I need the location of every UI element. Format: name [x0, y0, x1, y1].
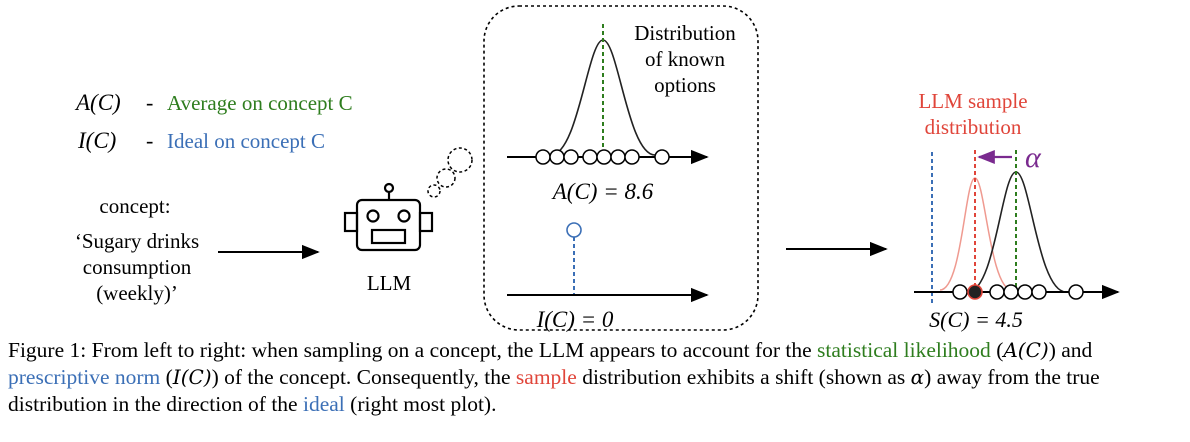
true-gaussian-curve: [967, 171, 1067, 293]
known-distribution-plot: A(C) = 8.6: [507, 24, 709, 204]
legend-ideal-dash: -: [146, 128, 153, 153]
caption-ideal: ideal: [302, 392, 345, 416]
svg-text:Distribution: Distribution: [634, 21, 736, 45]
caption-statistical-likelihood: statistical likelihood: [817, 338, 991, 362]
output-title-1: LLM sample: [918, 89, 1027, 113]
output-option-markers: [952, 284, 1084, 300]
llm-label: LLM: [367, 271, 412, 295]
thought-panel: [483, 5, 759, 331]
legend: A(C) - Average on concept C I(C) - Ideal…: [74, 90, 353, 153]
concept-heading: concept:: [99, 194, 170, 218]
ideal-plot: I(C) = 0: [507, 222, 709, 332]
concept-line-2: consumption: [83, 255, 192, 279]
ideal-value: I(C) = 0: [536, 307, 614, 332]
caption-sample: sample: [515, 365, 577, 389]
legend-avg-text: Average on concept C: [167, 91, 353, 115]
output-title-2: distribution: [925, 115, 1022, 139]
output-score: S(C) = 4.5: [929, 307, 1023, 332]
known-options-title: Distribution of known options: [634, 21, 736, 97]
svg-text:of known: of known: [645, 47, 725, 71]
ideal-marker: [566, 222, 582, 238]
legend-ideal-text: Ideal on concept C: [167, 129, 325, 153]
legend-avg-dash: -: [146, 90, 153, 115]
figure-diagram: A(C) - Average on concept C I(C) - Ideal…: [74, 5, 1120, 332]
output-plot: LLM sample distribution α S(C) = 4.5: [914, 89, 1120, 332]
concept-block: concept: ‘Sugary drinks consumption (wee…: [75, 194, 199, 305]
thought-bubbles: [427, 147, 473, 198]
alpha-label: α: [1025, 141, 1042, 174]
caption-alpha: α: [910, 365, 925, 389]
svg-text:options: options: [654, 73, 716, 97]
caption-a-c: A(C): [1003, 338, 1049, 362]
caption-i-c: I(C): [172, 365, 212, 389]
concept-line-3: (weekly)’: [96, 281, 178, 305]
robot-icon: [343, 182, 434, 252]
sample-point-marker: [967, 284, 983, 300]
known-option-markers: [535, 149, 670, 165]
legend-avg-symbol: A(C): [74, 90, 121, 115]
known-average-value: A(C) = 8.6: [551, 179, 654, 204]
concept-line-1: ‘Sugary drinks: [75, 229, 199, 253]
caption-prescriptive-norm: prescriptive norm: [8, 365, 161, 389]
figure-caption: Figure 1: From left to right: when sampl…: [8, 338, 1100, 416]
legend-ideal-symbol: I(C): [77, 128, 116, 153]
